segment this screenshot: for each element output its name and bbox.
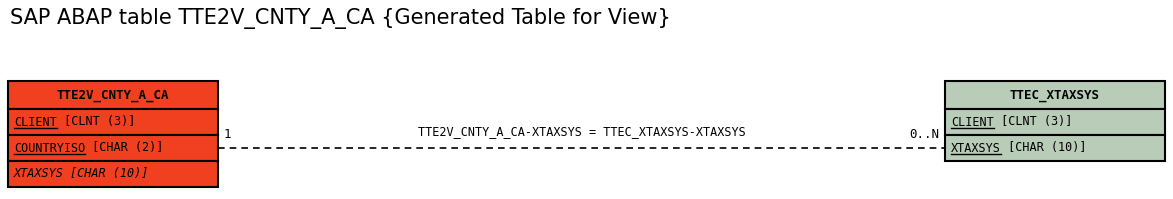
Text: [CHAR (2)]: [CHAR (2)] <box>84 141 163 154</box>
Text: 0..N: 0..N <box>909 128 940 141</box>
Text: COUNTRYISO: COUNTRYISO <box>14 141 86 154</box>
Bar <box>8 135 218 161</box>
Bar <box>8 81 218 109</box>
Text: TTE2V_CNTY_A_CA-XTAXSYS = TTEC_XTAXSYS-XTAXSYS: TTE2V_CNTY_A_CA-XTAXSYS = TTEC_XTAXSYS-X… <box>418 125 745 138</box>
Text: [CLNT (3)]: [CLNT (3)] <box>56 115 135 129</box>
Bar <box>945 135 1165 161</box>
Bar <box>945 81 1165 109</box>
Text: CLIENT: CLIENT <box>14 115 56 129</box>
Text: XTAXSYS: XTAXSYS <box>951 141 1001 154</box>
Text: [CHAR (10)]: [CHAR (10)] <box>1001 141 1086 154</box>
Bar <box>945 109 1165 135</box>
Text: TTE2V_CNTY_A_CA: TTE2V_CNTY_A_CA <box>56 89 169 101</box>
Text: XTAXSYS [CHAR (10)]: XTAXSYS [CHAR (10)] <box>14 168 149 180</box>
Text: TTEC_XTAXSYS: TTEC_XTAXSYS <box>1010 89 1100 101</box>
Text: CLIENT: CLIENT <box>951 115 994 129</box>
Bar <box>8 161 218 187</box>
Bar <box>8 109 218 135</box>
Text: [CLNT (3)]: [CLNT (3)] <box>994 115 1072 129</box>
Text: 1: 1 <box>224 128 231 141</box>
Text: SAP ABAP table TTE2V_CNTY_A_CA {Generated Table for View}: SAP ABAP table TTE2V_CNTY_A_CA {Generate… <box>11 8 671 29</box>
